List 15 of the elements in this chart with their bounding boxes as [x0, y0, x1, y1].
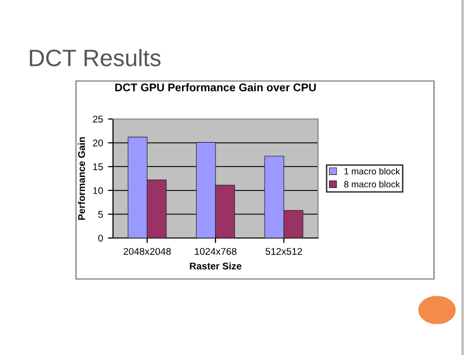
y-tick-label: 25: [92, 116, 103, 123]
y-tick-label: 0: [98, 234, 103, 242]
legend-label: 8 macro block: [344, 180, 400, 188]
y-tick-label: 10: [93, 187, 103, 194]
legend-label: 1 macro block: [344, 168, 400, 174]
x-tick-label: 1024x768: [194, 248, 236, 255]
y-axis-title: Performance Gain: [78, 137, 85, 220]
chart-title: DCT GPU Performance Gain over CPU: [115, 83, 316, 92]
y-tick-label: 20: [92, 140, 103, 146]
x-tick-label: 2048x2048: [124, 248, 171, 255]
y-tick-label: 5: [98, 211, 103, 218]
x-tick-label: 512x512: [266, 248, 302, 255]
x-axis-title: Raster Size: [190, 262, 242, 270]
y-tick-label: 15: [93, 163, 103, 170]
text: DCT Results: [30, 48, 161, 66]
